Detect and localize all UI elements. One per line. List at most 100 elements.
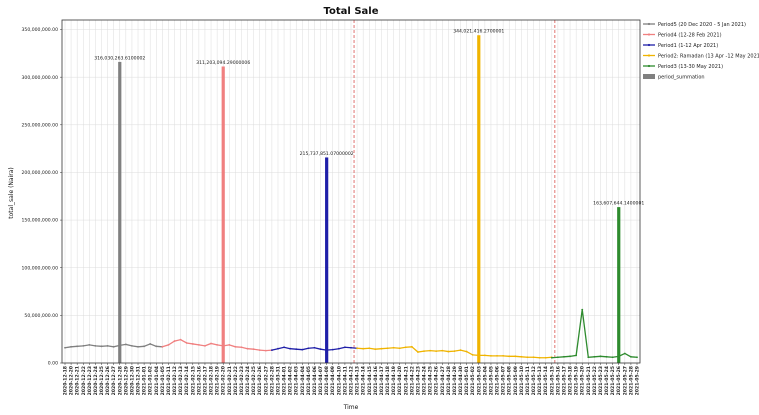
series-point bbox=[100, 345, 103, 348]
x-tick-label: 2021-04-13 bbox=[355, 366, 361, 395]
series-point bbox=[581, 308, 584, 311]
x-tick-label: 2021-02-17 bbox=[202, 366, 208, 395]
x-tick-label: 2021-05-23 bbox=[598, 366, 604, 395]
legend: Period5 (20 Dec 2020 - 5 Jan 2021) Period… bbox=[643, 22, 759, 80]
x-tick-label: 2020-12-29 bbox=[123, 366, 129, 395]
x-tick-label: 2020-12-30 bbox=[129, 366, 135, 395]
series-point bbox=[520, 355, 523, 358]
series-point bbox=[155, 345, 158, 348]
x-tick-label: 2021-04-14 bbox=[361, 366, 367, 395]
x-tick-label: 2021-05-24 bbox=[604, 366, 610, 395]
y-tick-label: 0.00 bbox=[48, 361, 58, 367]
legend-label: Period2: Ramadan (13 Apr -12 May 2021) bbox=[658, 53, 759, 59]
series-point bbox=[319, 348, 322, 351]
series-point bbox=[502, 354, 505, 357]
series-point bbox=[124, 343, 127, 346]
series-point bbox=[88, 343, 91, 346]
grid-layer bbox=[62, 20, 640, 364]
series-point bbox=[270, 349, 273, 352]
series-point bbox=[94, 344, 97, 347]
x-tick-label: 2021-05-09 bbox=[513, 366, 519, 395]
x-tick-label: 2021-05-03 bbox=[476, 366, 482, 395]
x-tick-label: 2021-04-29 bbox=[452, 366, 458, 395]
series-point bbox=[471, 354, 474, 356]
series-point bbox=[167, 343, 170, 346]
x-tick-label: 2021-01-01 bbox=[142, 366, 148, 395]
x-tick-label: 2021-05-07 bbox=[501, 366, 507, 395]
chart-title: Total Sale bbox=[324, 6, 379, 17]
legend-marker bbox=[647, 22, 651, 26]
x-tick-label: 2021-02-28 bbox=[269, 366, 275, 395]
series-point bbox=[362, 347, 365, 350]
series-point bbox=[392, 346, 395, 349]
series-point bbox=[563, 355, 565, 358]
x-tick-label: 2021-04-26 bbox=[434, 366, 440, 395]
series-point bbox=[143, 345, 146, 348]
x-tick-label: 2021-02-19 bbox=[215, 366, 221, 395]
x-tick-label: 2021-04-17 bbox=[379, 366, 385, 395]
series-point bbox=[483, 354, 486, 357]
summation-value-label: 316,030,263.6100002 bbox=[94, 55, 145, 61]
x-tick-label: 2021-04-22 bbox=[409, 366, 415, 395]
series-point bbox=[508, 355, 511, 358]
series-point bbox=[441, 349, 444, 352]
series-point bbox=[277, 347, 279, 350]
legend-label: Period4 (12-28 Feb 2021) bbox=[658, 32, 722, 38]
x-tick-label: 2021-01-02 bbox=[148, 366, 154, 395]
legend-label: Period5 (20 Dec 2020 - 5 Jan 2021) bbox=[658, 22, 746, 28]
series-point bbox=[514, 355, 517, 358]
x-tick-label: 2020-12-24 bbox=[93, 366, 99, 395]
x-tick-label: 2020-12-27 bbox=[111, 366, 117, 395]
x-tick-label: 2020-12-22 bbox=[81, 366, 87, 395]
series-point bbox=[173, 340, 176, 342]
series-point bbox=[593, 355, 596, 358]
x-tick-label: 2021-02-20 bbox=[221, 366, 227, 395]
series-point bbox=[490, 354, 492, 357]
x-tick-label: 2021-04-24 bbox=[422, 366, 428, 395]
x-tick-label: 2020-12-26 bbox=[105, 366, 111, 395]
x-tick-label: 2021-05-19 bbox=[574, 366, 580, 395]
series-point bbox=[356, 347, 358, 350]
x-tick-label: 2021-01-04 bbox=[154, 366, 160, 395]
y-tick-label: 150,000,000.00 bbox=[21, 218, 58, 224]
x-tick-label: 2021-04-11 bbox=[342, 366, 348, 395]
x-tick-label: 2021-04-01 bbox=[282, 366, 288, 395]
series-point bbox=[344, 346, 346, 349]
y-tick-label: 50,000,000.00 bbox=[24, 313, 58, 319]
x-tick-label: 2021-04-04 bbox=[300, 366, 306, 395]
x-tick-label: 2021-04-02 bbox=[288, 366, 294, 395]
series-point bbox=[258, 349, 261, 352]
x-tick-label: 2021-05-18 bbox=[568, 366, 574, 395]
summation-bar bbox=[118, 61, 122, 364]
series-point bbox=[417, 351, 419, 353]
legend-marker bbox=[647, 43, 651, 47]
x-tick-label: 2021-02-15 bbox=[190, 366, 196, 395]
x-tick-label: 2021-05-28 bbox=[628, 366, 634, 395]
series-point bbox=[307, 347, 310, 350]
series-point bbox=[386, 347, 389, 350]
x-tick-label: 2021-02-24 bbox=[245, 366, 251, 395]
series-point bbox=[380, 347, 383, 350]
x-tick-label: 2021-04-06 bbox=[312, 366, 318, 395]
y-tick-label: 300,000,000.00 bbox=[21, 75, 58, 81]
series-point bbox=[599, 355, 602, 358]
legend-label: Period3 (13-30 May 2021) bbox=[658, 64, 723, 70]
series-point bbox=[550, 356, 553, 359]
x-tick-label: 2021-05-05 bbox=[488, 366, 494, 395]
series-point bbox=[149, 343, 152, 345]
series-point bbox=[374, 348, 377, 351]
series-point bbox=[185, 342, 188, 344]
legend-label: period_summation bbox=[658, 74, 705, 80]
x-tick-label: 2021-02-12 bbox=[172, 366, 178, 395]
series-point bbox=[423, 350, 425, 352]
series-point bbox=[429, 349, 432, 352]
x-tick-label: 2021-04-12 bbox=[349, 366, 355, 395]
x-tick-label: 2021-02-13 bbox=[178, 366, 184, 395]
summation-value-label: 311,203,094.29000006 bbox=[196, 60, 250, 66]
x-tick-label: 2021-04-30 bbox=[458, 366, 464, 395]
x-tick-label: 2021-05-01 bbox=[464, 366, 470, 395]
vertical-markers bbox=[353, 20, 556, 363]
x-tick-label: 2021-04-16 bbox=[373, 366, 379, 395]
x-tick-label: 2021-02-18 bbox=[209, 366, 215, 395]
